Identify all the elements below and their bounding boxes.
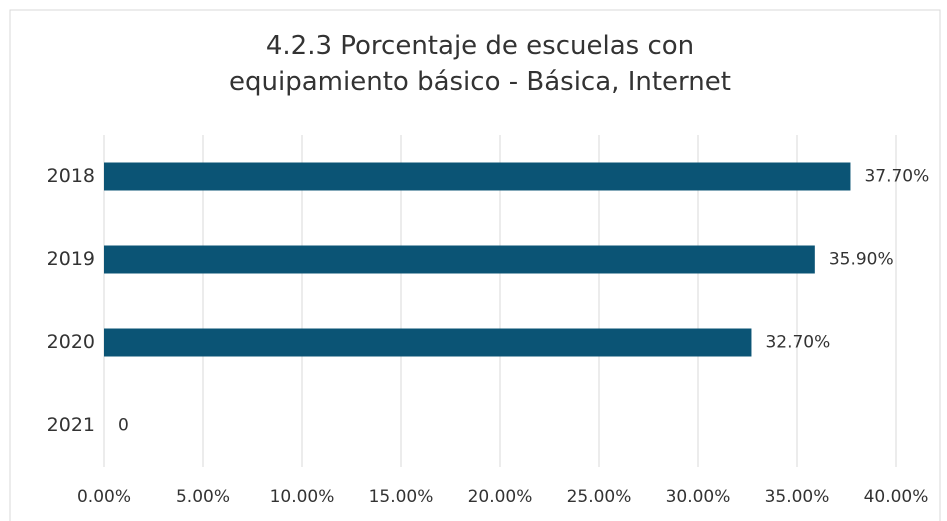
data-label: 37.70% (864, 167, 929, 187)
x-tick-label: 25.00% (567, 487, 632, 507)
x-tick-label: 40.00% (864, 487, 929, 507)
data-label: 0 (118, 416, 129, 436)
bar (104, 245, 815, 274)
bar (104, 328, 752, 357)
x-tick-label: 0.00% (77, 487, 131, 507)
x-tick-label: 10.00% (270, 487, 335, 507)
data-label: 35.90% (829, 250, 894, 270)
data-label: 32.70% (765, 333, 830, 353)
bar (104, 162, 851, 191)
x-tick-label: 5.00% (176, 487, 230, 507)
chart-title: 4.2.3 Porcentaje de escuelas con equipam… (229, 31, 731, 97)
y-tick-label: 2019 (47, 248, 95, 270)
x-tick-label: 30.00% (666, 487, 731, 507)
y-tick-label: 2018 (47, 165, 95, 187)
x-tick-label: 35.00% (765, 487, 830, 507)
x-tick-label: 20.00% (468, 487, 533, 507)
x-tick-label: 15.00% (369, 487, 434, 507)
y-tick-label: 2020 (47, 331, 95, 353)
y-tick-label: 2021 (47, 414, 95, 436)
chart-border (9, 9, 941, 521)
